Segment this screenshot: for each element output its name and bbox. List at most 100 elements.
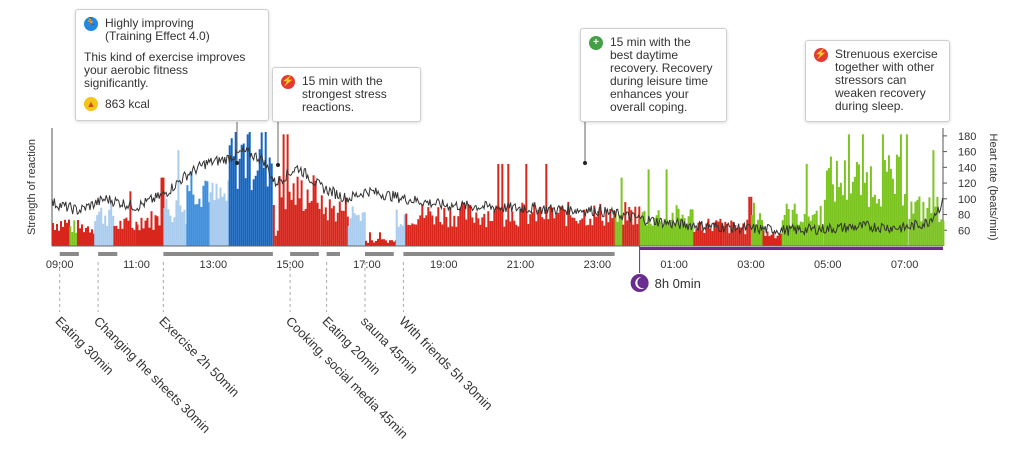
reaction-bar (827, 168, 830, 246)
reaction-bar (715, 220, 718, 246)
reaction-bar (603, 225, 606, 246)
reaction-bar (353, 213, 356, 246)
reaction-bar (117, 228, 120, 246)
reaction-bar (206, 181, 209, 246)
reaction-bar (887, 155, 890, 246)
reaction-bar (453, 215, 456, 246)
reaction-bar (340, 210, 343, 246)
reaction-bar (513, 220, 516, 246)
y2-axis-label: Heart rate (beats/min) (987, 134, 999, 241)
reaction-bar (127, 220, 130, 246)
reaction-bar (154, 215, 157, 246)
calories-value: 863 kcal (105, 96, 150, 111)
reaction-bar (310, 200, 313, 246)
reaction-bar (809, 220, 812, 246)
reaction-bar (227, 180, 230, 246)
reaction-bar (69, 226, 72, 246)
exercise-callout-title: Highly improving (Training Effect 4.0) (105, 16, 210, 43)
reaction-bar (553, 218, 556, 246)
reaction-bar (711, 231, 714, 246)
reaction-bar (669, 219, 672, 246)
reaction-bar (932, 150, 935, 246)
reaction-bar (613, 212, 616, 246)
reaction-bar (703, 233, 706, 246)
reaction-bar (661, 225, 664, 246)
reaction-bar (196, 204, 199, 246)
reaction-bar (624, 202, 627, 246)
x-tick-label: 23:00 (584, 259, 612, 271)
reaction-bar (221, 196, 224, 246)
reaction-bar (585, 225, 588, 246)
reaction-bar (616, 221, 619, 246)
reaction-bar (54, 230, 56, 246)
activity-bar (163, 252, 273, 256)
reaction-bar (373, 242, 375, 246)
reaction-bar (177, 150, 180, 246)
reaction-bar (328, 199, 331, 246)
reaction-bar (202, 185, 205, 246)
reaction-bar (761, 220, 763, 246)
reaction-bar (679, 218, 682, 246)
reaction-bar (413, 224, 416, 246)
moon-icon-crescent (635, 276, 645, 289)
reaction-bar (849, 193, 852, 246)
y-axis-label: Strength of reaction (26, 139, 38, 235)
reaction-bar (713, 222, 716, 246)
x-tick-label: 09:00 (46, 259, 74, 271)
reaction-bar (397, 226, 400, 246)
reaction-bar (209, 192, 212, 246)
reaction-bar (869, 166, 872, 246)
activity-bar (98, 252, 118, 256)
reaction-bar (260, 132, 263, 246)
reaction-bar (483, 213, 486, 246)
reaction-bar (595, 216, 598, 246)
reaction-bar (567, 201, 570, 246)
reaction-bar (469, 204, 472, 246)
reaction-bar (843, 160, 846, 246)
reaction-bar (175, 200, 178, 246)
reaction-bar (687, 216, 690, 246)
reaction-bar (926, 208, 929, 246)
reaction-bar (194, 204, 197, 246)
reaction-bar (419, 215, 422, 246)
reaction-bar (381, 239, 383, 246)
reaction-bar (645, 225, 648, 246)
reaction-bar (234, 132, 237, 246)
reaction-bar (334, 221, 337, 246)
reaction-bar (365, 240, 367, 246)
reaction-bar (639, 217, 642, 246)
reaction-bar (399, 224, 402, 246)
reaction-bar (304, 208, 307, 246)
reaction-bar (776, 235, 779, 246)
sleep-duration-label: 8h 0min (655, 276, 701, 291)
x-tick-label: 07:00 (891, 259, 919, 271)
reaction-bar (577, 223, 580, 246)
reaction-bar (835, 160, 838, 246)
reaction-bar (312, 175, 315, 246)
reaction-bar (125, 217, 128, 246)
reaction-bar (286, 134, 289, 246)
reaction-bar (417, 219, 420, 246)
reaction-bar (751, 215, 753, 246)
reaction-bar (861, 134, 864, 246)
reaction-bar (447, 227, 450, 246)
reaction-bar (280, 197, 283, 246)
reaction-bar (647, 169, 650, 246)
reaction-bar (757, 219, 759, 246)
reaction-bar (443, 207, 446, 246)
recovery-callout-title: 15 min with the best daytime recovery. R… (610, 35, 713, 114)
reaction-bar (505, 219, 508, 246)
reaction-bar (489, 221, 492, 246)
reaction-bar (138, 230, 141, 246)
reaction-bar (292, 183, 295, 246)
reaction-bar (565, 226, 568, 246)
reaction-bar (56, 223, 58, 246)
reaction-bar (930, 213, 933, 246)
reaction-bar (587, 224, 590, 246)
reaction-bar (455, 226, 458, 246)
reaction-bar (573, 217, 576, 246)
reaction-bar (675, 205, 678, 246)
reaction-bar (96, 215, 99, 246)
reaction-bar (93, 233, 95, 246)
reaction-bar (537, 209, 540, 246)
